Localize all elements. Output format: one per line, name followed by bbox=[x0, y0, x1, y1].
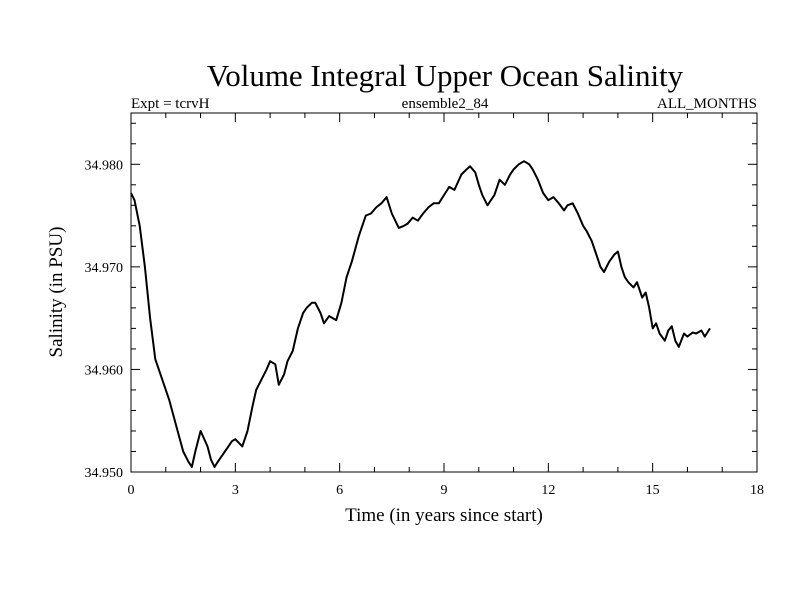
subtitle-center: ensemble2_84 bbox=[402, 96, 489, 112]
y-tick-label: 34.960 bbox=[85, 363, 124, 378]
y-axis-label: Salinity (in PSU) bbox=[46, 227, 67, 358]
x-tick-label: 9 bbox=[441, 483, 448, 498]
y-tick-label: 34.970 bbox=[85, 261, 124, 276]
x-axis-ticks bbox=[130, 113, 758, 472]
chart-title: Volume Integral Upper Ocean Salinity bbox=[207, 58, 684, 93]
salinity-series-line bbox=[130, 160, 711, 468]
y-axis-tick-labels: 34.950 34.960 34.970 34.980 bbox=[85, 158, 124, 481]
subtitle-left: Expt = tcrvH bbox=[131, 96, 210, 112]
x-tick-label: 3 bbox=[232, 483, 239, 498]
y-axis-ticks bbox=[131, 122, 757, 473]
y-tick-label: 34.950 bbox=[85, 466, 124, 481]
x-axis-tick-labels: 0 3 6 9 12 15 18 bbox=[128, 483, 765, 498]
x-tick-label: 6 bbox=[336, 483, 343, 498]
subtitle-right: ALL_MONTHS bbox=[657, 96, 757, 112]
y-tick-label: 34.980 bbox=[85, 158, 124, 173]
x-tick-label: 15 bbox=[646, 483, 660, 498]
x-tick-label: 0 bbox=[128, 483, 135, 498]
x-axis-label: Time (in years since start) bbox=[345, 505, 543, 526]
x-tick-label: 12 bbox=[541, 483, 555, 498]
x-tick-label: 18 bbox=[750, 483, 764, 498]
